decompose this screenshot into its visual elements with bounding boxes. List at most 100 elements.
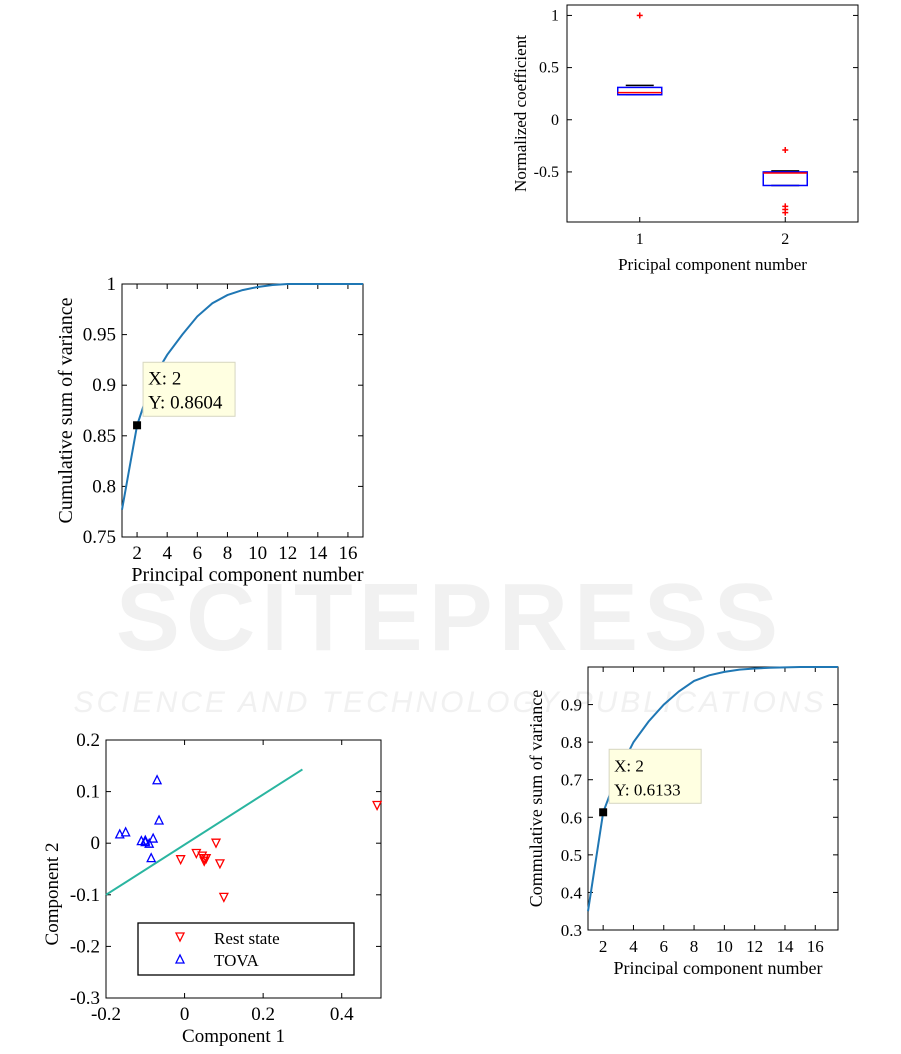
box: [762, 171, 808, 187]
datatip-box: [608, 748, 702, 804]
rest-state-point: [175, 855, 186, 866]
legend-box: [137, 922, 355, 976]
y-tick-label: 0.6: [561, 808, 582, 827]
x-tick-label: 14: [776, 937, 794, 956]
y-tick-label: 0.85: [83, 426, 116, 447]
watermark: SCITEPRESS SCIENCE AND TECHNOLOGY PUBLIC…: [74, 564, 827, 719]
y-tick-label: 0: [91, 833, 101, 854]
boxplot-chart: 1 0.5 0 -0.5 1 2 Pricipal component number Norm…: [511, 4, 859, 274]
y-axis-label: Normalized coefficient: [511, 35, 530, 192]
datatip-y: Y: 0.6133: [614, 780, 680, 799]
datatip-marker: [599, 808, 608, 817]
y-tick-label: 0.8: [561, 733, 582, 752]
tova-point: [114, 828, 125, 839]
datatip-x: X: 2: [148, 368, 181, 389]
x-tick-label: 12: [278, 543, 297, 564]
tova-point: [146, 852, 157, 863]
y-tick-label: 0: [551, 112, 559, 129]
y-tick-label: 0.9: [92, 375, 116, 396]
y-tick-label: 0.4: [561, 883, 583, 902]
rest-state-point: [210, 838, 222, 849]
tova-point: [153, 814, 165, 825]
y-tick-label: -0.2: [70, 936, 100, 957]
tova-point: [148, 832, 159, 843]
x-tick-label: 0.4: [330, 1004, 354, 1025]
outlier-marker: [782, 147, 789, 154]
x-tick-label: 6: [660, 937, 669, 956]
rest-state-point: [218, 892, 229, 903]
outlier-marker: [636, 12, 643, 19]
plot-frame: [121, 283, 364, 538]
x-axis-label: Component 1: [182, 1026, 285, 1047]
legend: Rest state TOVA: [137, 922, 355, 976]
x-tick-label: 8: [690, 937, 699, 956]
tova-point: [140, 834, 151, 845]
y-axis-label: Cumulative sum of variance: [55, 297, 77, 523]
watermark-subtitle: SCIENCE AND TECHNOLOGY PUBLICATIONS: [74, 686, 827, 719]
rest-state-point: [372, 800, 383, 811]
outlier-marker: [782, 209, 789, 216]
box: [617, 86, 663, 96]
x-tick-label: 16: [338, 543, 357, 564]
x-axis-label: Principal component number: [614, 958, 823, 975]
y-tick-label: 0.9: [561, 696, 582, 715]
x-tick-label: 0.2: [251, 1004, 275, 1025]
y-tick-label: 1: [107, 274, 117, 295]
x-tick-label: 10: [248, 543, 267, 564]
tova-point: [144, 837, 155, 848]
y-tick-label: -0.1: [70, 885, 100, 906]
x-tick-label: 2: [132, 543, 142, 564]
tova-point: [152, 774, 163, 785]
x-tick-label: 8: [223, 543, 233, 564]
x-tick-label: 0: [180, 1004, 190, 1025]
rest-state-point: [214, 859, 225, 870]
rest-state-point: [201, 854, 212, 865]
plot-frame: [105, 739, 382, 999]
y-tick-label: 0.95: [83, 325, 116, 346]
x-tick-label: 2: [599, 937, 608, 956]
legend-marker: [174, 932, 186, 943]
x-tick-label: 16: [807, 937, 824, 956]
cumulative-variance-chart-2: 0.3 0.4 0.5 0.6 0.7 0.8 0.9 2 4 6 8 10 12 14 16 X: 2 Y: …: [526, 666, 839, 975]
watermark-title: SCITEPRESS: [116, 564, 784, 671]
x-tick-label: 2: [781, 231, 789, 248]
x-tick-label: 14: [308, 543, 328, 564]
y-tick-label: 0.2: [76, 730, 100, 751]
x-axis-label: Principal component number: [131, 564, 364, 586]
plot-frame: [566, 4, 859, 223]
x-axis-label: Pricipal component number: [618, 255, 807, 274]
y-tick-label: -0.3: [70, 988, 100, 1009]
tova-point: [120, 826, 131, 837]
y-tick-label: 0.75: [83, 527, 116, 548]
x-tick-label: 4: [629, 937, 638, 956]
x-tick-label: 12: [746, 937, 763, 956]
datatip-marker: [133, 421, 142, 430]
legend-label: TOVA: [214, 951, 259, 970]
y-tick-label: 0.8: [92, 476, 116, 497]
y-axis-label: Commulative sum of variance: [526, 690, 546, 907]
x-tick-label: -0.2: [91, 1004, 121, 1025]
x-tick-label: 6: [193, 543, 203, 564]
y-tick-label: 0.7: [561, 771, 583, 790]
x-tick-label: 1: [636, 231, 644, 248]
y-tick-label: 0.3: [561, 921, 582, 940]
legend-label: Rest state: [214, 929, 280, 948]
y-tick-label: 0.5: [539, 60, 559, 77]
y-axis-label: Component 2: [42, 843, 63, 946]
cumulative-variance-line: [587, 666, 838, 912]
datatip-box: [142, 361, 236, 417]
datatip-x: X: 2: [614, 756, 644, 775]
x-tick-label: 4: [162, 543, 172, 564]
datatip-y: Y: 0.8604: [148, 392, 223, 413]
x-tick-label: 10: [716, 937, 733, 956]
plot-frame: [587, 666, 839, 931]
y-tick-label: 0.5: [561, 846, 582, 865]
legend-marker: [174, 953, 186, 964]
datatip: X: 2 Y: 0.6133: [608, 748, 702, 804]
datatip: X: 2 Y: 0.8604: [142, 361, 236, 417]
y-tick-label: 0.1: [76, 782, 100, 803]
y-tick-label: 1: [551, 7, 559, 24]
decision-boundary-line: [105, 768, 303, 896]
